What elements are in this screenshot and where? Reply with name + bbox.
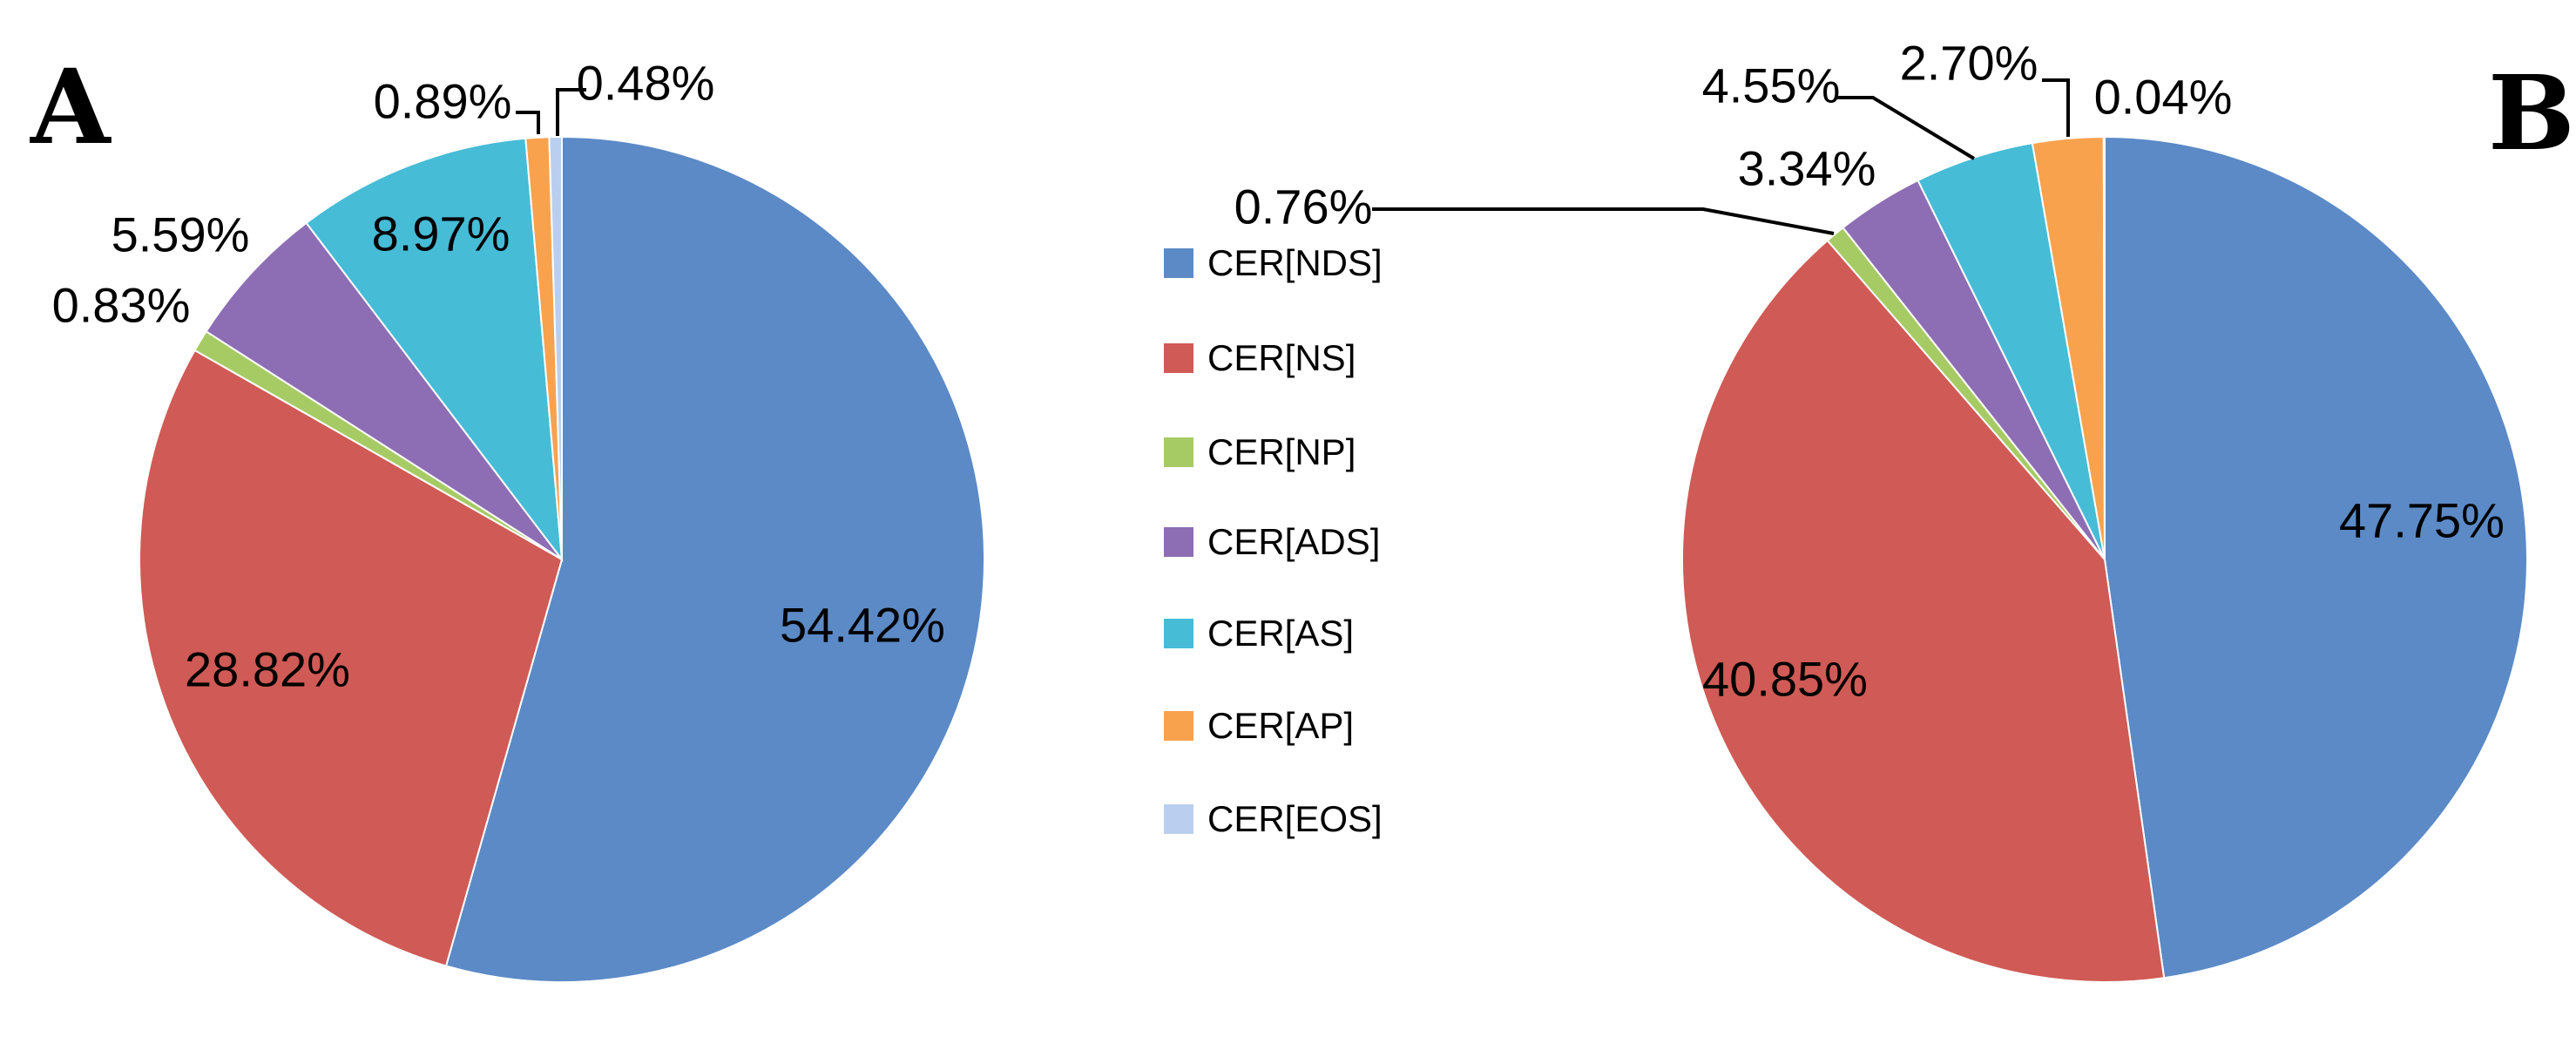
pie-percent-label-cer-ap-: 2.70%	[1900, 36, 2038, 91]
leader-line-cer-np-	[1372, 207, 1835, 235]
leader-line-cer-ap-	[516, 111, 540, 134]
pie-percent-label-cer-eos-: 0.48%	[577, 56, 715, 111]
pie-slice-cer-ads-	[205, 221, 563, 560]
pie-percent-label-cer-as-: 8.97%	[372, 207, 510, 261]
pie-percent-label-cer-ns-: 28.82%	[185, 642, 350, 697]
pie-percent-label-cer-ads-: 5.59%	[112, 207, 250, 262]
pie-slice-cer-nds-	[444, 135, 985, 983]
pie-slice-cer-eos-	[548, 135, 563, 560]
pie-percent-label-cer-ads-: 3.34%	[1738, 141, 1876, 196]
leader-line-cer-ap-	[2042, 78, 2070, 137]
pie-slice-cer-as-	[305, 137, 564, 563]
pie-percent-label-cer-nds-: 54.42%	[780, 598, 945, 653]
pie-percent-label-cer-np-: 0.76%	[1234, 180, 1373, 234]
pie-chart-a: 54.42% 28.82% 0.83% 5.59% 8.97% 0.89% 0.48%	[52, 56, 985, 983]
panel-a-label: A	[30, 46, 112, 167]
pie-percent-label-cer-ap-: 0.89%	[374, 74, 512, 129]
pie-percent-label-cer-ns-: 40.85%	[1702, 652, 1868, 707]
pie-slice-cer-ns-	[139, 349, 564, 967]
pie-chart-b: 47.75% 40.85% 0.76% 3.34% 4.55% 2.70% 0.04%	[1234, 36, 2528, 983]
pie-slice-cer-nds-	[2104, 135, 2528, 979]
pie-percent-label-cer-as-: 4.55%	[1702, 58, 1841, 113]
pie-slice-cer-ns-	[1681, 239, 2166, 983]
leader-line-cer-as-	[1836, 96, 1976, 160]
pie-percent-label-cer-np-: 0.83%	[52, 278, 191, 333]
pie-slice-cer-eos-	[2102, 135, 2106, 560]
pie-percent-label-cer-nds-: 47.75%	[2339, 493, 2505, 548]
panel-b-label: B	[2488, 52, 2575, 173]
leader-line-cer-eos-	[556, 88, 586, 136]
pie-percent-label-cer-eos-: 0.04%	[2094, 70, 2233, 125]
